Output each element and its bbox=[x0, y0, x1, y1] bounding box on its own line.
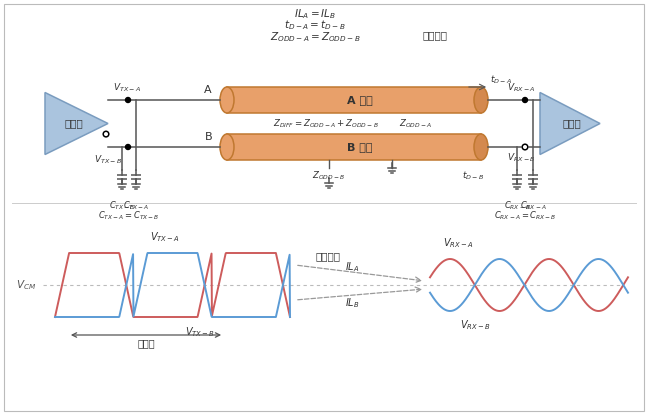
Text: $V_{RX-B}$: $V_{RX-B}$ bbox=[507, 151, 536, 164]
FancyBboxPatch shape bbox=[227, 134, 481, 160]
Text: A: A bbox=[204, 85, 212, 95]
Text: $Z_{DIFF} = Z_{ODD-A} + Z_{ODD-B}$: $Z_{DIFF} = Z_{ODD-A} + Z_{ODD-B}$ bbox=[273, 117, 379, 130]
Text: 位时间: 位时间 bbox=[137, 338, 155, 348]
Text: $V_{TX-B}$: $V_{TX-B}$ bbox=[185, 325, 215, 339]
FancyBboxPatch shape bbox=[4, 4, 644, 411]
Ellipse shape bbox=[474, 87, 488, 113]
Circle shape bbox=[103, 131, 109, 137]
Text: $V_{CM}$: $V_{CM}$ bbox=[16, 278, 36, 292]
Text: 传播延迟: 传播延迟 bbox=[422, 30, 448, 40]
Text: $C_{RX-B}$: $C_{RX-B}$ bbox=[503, 199, 531, 212]
Text: $V_{TX-A}$: $V_{TX-A}$ bbox=[113, 81, 141, 94]
Text: A 线路: A 线路 bbox=[347, 95, 373, 105]
Circle shape bbox=[522, 144, 528, 150]
FancyBboxPatch shape bbox=[227, 87, 481, 113]
Text: $V_{RX-A}$: $V_{RX-A}$ bbox=[507, 81, 536, 94]
Polygon shape bbox=[540, 93, 600, 154]
Text: $Z_{ODD-B}$: $Z_{ODD-B}$ bbox=[312, 170, 345, 183]
Text: $V_{RX-B}$: $V_{RX-B}$ bbox=[459, 318, 491, 332]
Text: 驱动器: 驱动器 bbox=[64, 119, 83, 129]
Text: $C_{RX-A}$: $C_{RX-A}$ bbox=[520, 199, 546, 212]
Text: $IL_A = IL_B$: $IL_A = IL_B$ bbox=[294, 7, 336, 21]
Text: $C_{TX-A} = C_{TX-B}$: $C_{TX-A} = C_{TX-B}$ bbox=[98, 210, 160, 222]
Text: $V_{RX-A}$: $V_{RX-A}$ bbox=[443, 236, 473, 250]
Text: 插入损耗: 插入损耗 bbox=[315, 251, 340, 261]
Ellipse shape bbox=[220, 134, 234, 160]
Text: $C_{RX-A} = C_{RX-B}$: $C_{RX-A} = C_{RX-B}$ bbox=[494, 210, 556, 222]
Text: B: B bbox=[204, 132, 212, 142]
Text: $t_{D-A} = t_{D-B}$: $t_{D-A} = t_{D-B}$ bbox=[284, 18, 346, 32]
Text: B 线路: B 线路 bbox=[347, 142, 373, 152]
Text: $V_{TX-A}$: $V_{TX-A}$ bbox=[150, 230, 180, 244]
Text: $C_{TX-A}$: $C_{TX-A}$ bbox=[123, 199, 149, 212]
Text: $t_{D-A}$: $t_{D-A}$ bbox=[490, 73, 512, 86]
Circle shape bbox=[522, 98, 527, 103]
Text: $IL_B$: $IL_B$ bbox=[345, 296, 360, 310]
Circle shape bbox=[126, 98, 130, 103]
Text: $V_{TX-B}$: $V_{TX-B}$ bbox=[94, 153, 122, 166]
Ellipse shape bbox=[474, 134, 488, 160]
Text: $C_{TX-B}$: $C_{TX-B}$ bbox=[109, 199, 135, 212]
Text: $Z_{ODD-A}$: $Z_{ODD-A}$ bbox=[399, 117, 433, 130]
Text: $Z_{ODD-A} = Z_{ODD-B}$: $Z_{ODD-A} = Z_{ODD-B}$ bbox=[270, 30, 360, 44]
Ellipse shape bbox=[220, 87, 234, 113]
Text: 接收器: 接收器 bbox=[562, 119, 581, 129]
Circle shape bbox=[126, 144, 130, 149]
Text: $t_{D-B}$: $t_{D-B}$ bbox=[462, 170, 484, 183]
Text: $IL_A$: $IL_A$ bbox=[345, 260, 360, 274]
Polygon shape bbox=[45, 93, 108, 154]
